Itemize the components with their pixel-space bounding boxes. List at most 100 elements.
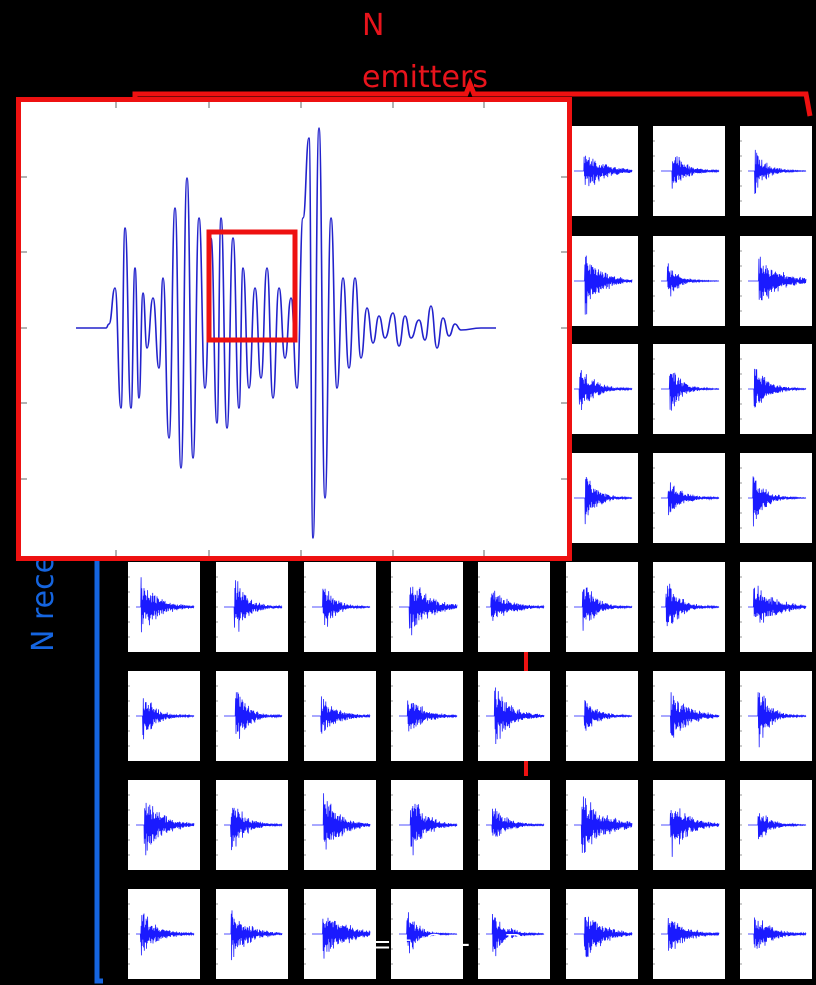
waveform-trace <box>486 808 545 837</box>
waveform-cell-r7-c4 <box>391 780 463 870</box>
waveform-cell-r7-c8 <box>740 780 812 870</box>
waveform-cell-r6-c6 <box>566 671 638 761</box>
emitter-bracket <box>132 77 813 117</box>
waveform-thumbnail <box>653 140 720 202</box>
waveform-cell-r1-c7 <box>653 126 725 216</box>
waveform-thumbnail <box>653 358 720 420</box>
waveform-trace <box>399 803 458 856</box>
waveform-cell-r8-c7 <box>653 889 725 979</box>
waveform-trace <box>661 692 720 738</box>
waveform-thumbnail <box>653 467 720 529</box>
waveform-cell-r6-c2 <box>216 671 288 761</box>
waveform-thumbnail <box>566 250 633 315</box>
waveform-thumbnail <box>128 794 195 856</box>
waveform-thumbnail <box>653 903 720 965</box>
waveform-cell-r1-c6 <box>566 126 638 216</box>
emitters-count: N <box>362 8 385 43</box>
waveform-cell-r7-c7 <box>653 780 725 870</box>
waveform-cell-r5-c1 <box>128 562 200 652</box>
waveform-thumbnail <box>391 576 458 638</box>
waveform-cell-r2-c7 <box>653 236 725 326</box>
waveform-trace <box>136 802 195 856</box>
waveform-trace <box>136 577 195 633</box>
waveform-cell-r3-c6 <box>566 344 638 434</box>
waveform-cell-r6-c5 <box>478 671 550 761</box>
waveform-trace <box>312 588 371 627</box>
waveform-trace <box>312 793 371 850</box>
waveform-cell-r1-c8 <box>740 126 812 216</box>
waveform-cell-r8-c4 <box>391 889 463 979</box>
waveform-trace <box>748 585 807 623</box>
waveform-cell-r3-c7 <box>653 344 725 434</box>
waveform-thumbnail <box>128 685 195 747</box>
waveform-trace <box>748 692 807 748</box>
waveform-trace <box>574 796 633 853</box>
waveform-thumbnail <box>566 685 633 747</box>
waveform-cell-r7-c3 <box>304 780 376 870</box>
highlight-box <box>206 229 298 343</box>
travel-time-equation: = t_S + t_R <box>370 930 523 960</box>
waveform-thumbnail <box>478 685 545 747</box>
waveform-thumbnail <box>478 903 545 965</box>
waveform-thumbnail <box>216 576 283 638</box>
waveform-cell-r8-c6 <box>566 889 638 979</box>
waveform-trace <box>486 590 545 621</box>
waveform-cell-r5-c4 <box>391 562 463 652</box>
waveform-thumbnail <box>216 685 283 747</box>
waveform-cell-r7-c5 <box>478 780 550 870</box>
waveform-trace <box>312 917 371 959</box>
waveform-cell-r4-c6 <box>566 453 638 543</box>
waveform-thumbnail <box>566 467 633 529</box>
waveform-thumbnail <box>128 576 195 638</box>
waveform-thumbnail <box>216 903 283 965</box>
waveform-thumbnail <box>566 903 633 965</box>
waveform-thumbnail <box>304 576 371 638</box>
waveform-trace <box>748 256 807 301</box>
waveform-trace <box>399 912 458 954</box>
waveform-trace <box>224 807 283 851</box>
waveform-thumbnail <box>740 358 807 420</box>
waveform-trace <box>661 808 720 857</box>
waveform-trace <box>399 700 458 732</box>
waveform-trace <box>748 368 807 408</box>
waveform-trace <box>748 149 807 195</box>
waveform-trace <box>574 255 633 315</box>
waveform-trace <box>748 813 807 840</box>
waveform-trace <box>661 156 720 189</box>
waveform-cell-r8-c5 <box>478 889 550 979</box>
waveform-trace <box>136 698 195 740</box>
waveform-cell-r4-c7 <box>653 453 725 543</box>
waveform-cell-r6-c7 <box>653 671 725 761</box>
waveform-trace <box>312 696 371 734</box>
zoomed-waveform-panel <box>16 97 572 561</box>
waveform-thumbnail <box>740 903 807 965</box>
waveform-thumbnail <box>391 903 458 965</box>
waveform-trace <box>661 583 720 627</box>
waveform-trace <box>661 482 720 516</box>
waveform-trace <box>574 476 633 525</box>
waveform-cell-r6-c4 <box>391 671 463 761</box>
waveform-trace <box>661 263 720 297</box>
waveform-thumbnail <box>740 467 807 529</box>
waveform-cell-r6-c8 <box>740 671 812 761</box>
waveform-trace <box>224 692 283 739</box>
waveform-cell-r5-c2 <box>216 562 288 652</box>
waveform-thumbnail <box>304 793 371 856</box>
waveform-trace <box>224 580 283 632</box>
waveform-cell-r8-c1 <box>128 889 200 979</box>
waveform-cell-r6-c1 <box>128 671 200 761</box>
waveform-trace <box>574 587 633 631</box>
waveform-trace <box>224 910 283 961</box>
waveform-cell-r8-c2 <box>216 889 288 979</box>
waveform-thumbnail <box>653 576 720 638</box>
waveform-cell-r7-c1 <box>128 780 200 870</box>
waveform-trace <box>748 476 807 527</box>
waveform-thumbnail <box>391 794 458 856</box>
waveform-thumbnail <box>216 794 283 856</box>
waveform-cell-r5-c3 <box>304 562 376 652</box>
waveform-trace <box>486 687 545 745</box>
waveform-thumbnail <box>566 140 633 202</box>
waveform-cell-r5-c5 <box>478 562 550 652</box>
waveform-trace <box>486 913 545 957</box>
waveform-thumbnail <box>566 358 633 420</box>
